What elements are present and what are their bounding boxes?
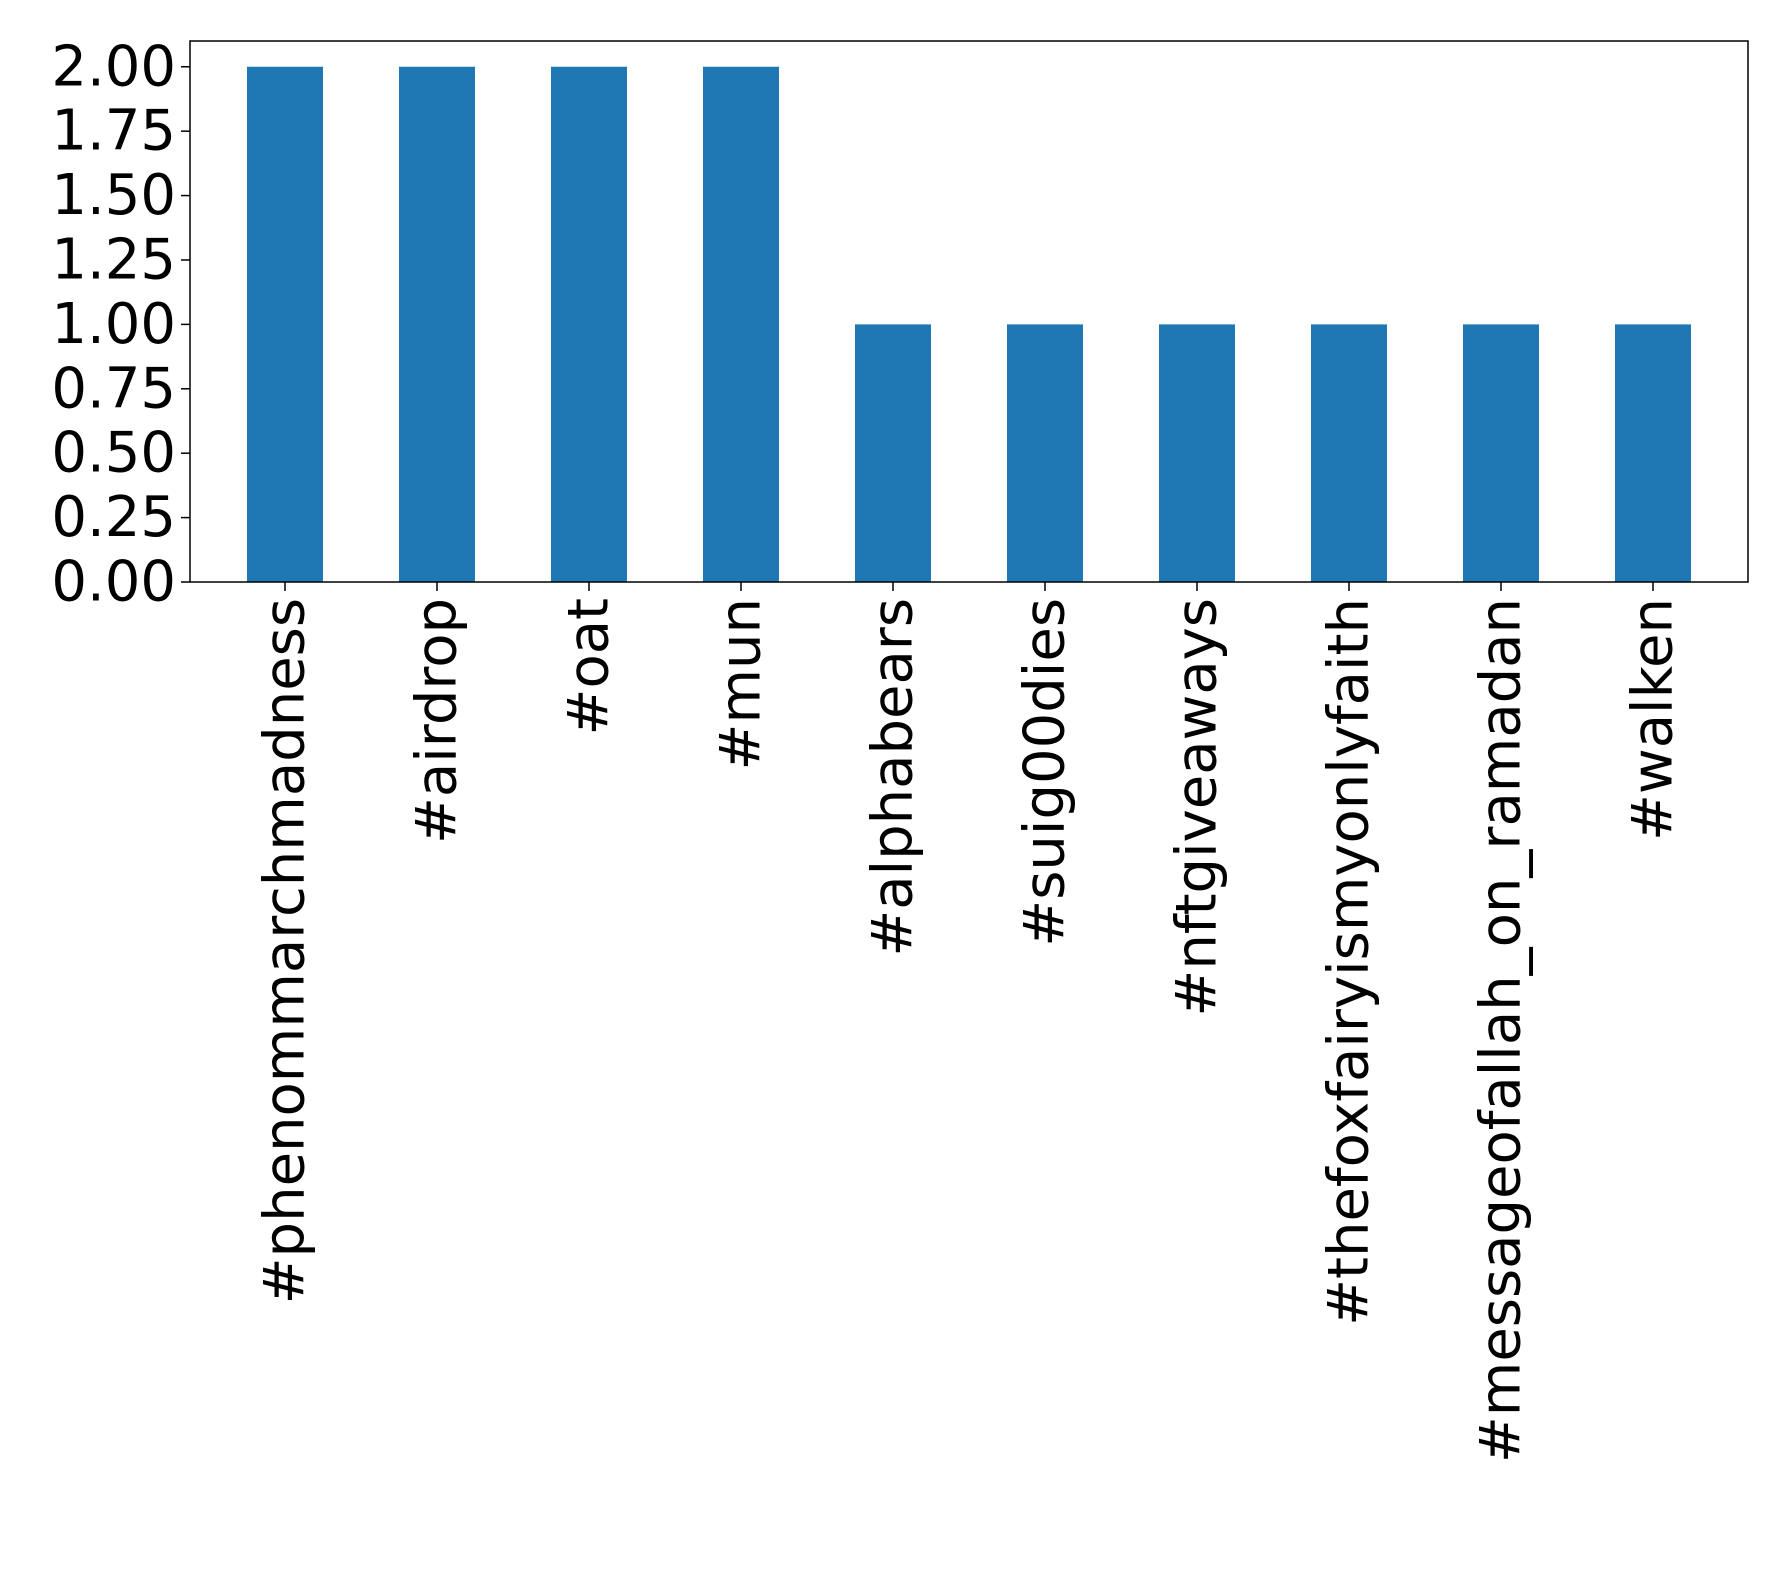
y-tick-label-6: 1.50 — [51, 163, 176, 228]
bar-6 — [1159, 324, 1235, 582]
bar-8 — [1463, 324, 1539, 582]
x-tick-label-3: #mun — [709, 598, 774, 770]
x-axis: #phenommarchmadness #airdrop #oat #mun #alph… — [253, 582, 1686, 1463]
y-tick-label-3: 0.75 — [51, 356, 176, 421]
y-axis: 0.000.250.500.751.001.251.501.752.00 — [51, 34, 190, 615]
y-tick-label-1: 0.25 — [51, 485, 176, 550]
x-tick-label-7: #thefoxfairyismyonlyfaith — [1317, 598, 1382, 1326]
y-tick-label-2: 0.50 — [51, 421, 176, 486]
bar-1 — [399, 66, 475, 582]
bar-3 — [703, 66, 779, 582]
y-tick-label-0: 0.00 — [51, 550, 176, 615]
plot-frame — [189, 40, 1749, 583]
y-tick-label-7: 1.75 — [51, 99, 176, 164]
y-tick-label-8: 2.00 — [51, 34, 176, 99]
bar-5 — [1007, 324, 1083, 582]
bar-4 — [855, 324, 931, 582]
bar-0 — [247, 66, 323, 582]
y-tick-label-4: 1.00 — [51, 292, 176, 357]
x-tick-label-4: #alphabears — [861, 598, 926, 957]
x-tick-label-2: #oat — [557, 598, 622, 735]
x-tick-label-1: #airdrop — [405, 598, 470, 844]
bar-9 — [1615, 324, 1691, 582]
bar-7 — [1311, 324, 1387, 582]
x-tick-label-9: #walken — [1621, 598, 1686, 841]
x-tick-label-6: #nftgiveaways — [1165, 598, 1230, 1017]
x-tick-label-8: #messageofallah_on_ramadan — [1469, 598, 1534, 1463]
bars-group — [247, 66, 1691, 582]
y-tick-label-5: 1.25 — [51, 227, 176, 292]
bar-2 — [551, 66, 627, 582]
x-tick-label-5: #suig00dies — [1013, 598, 1078, 947]
x-tick-label-0: #phenommarchmadness — [253, 598, 318, 1304]
